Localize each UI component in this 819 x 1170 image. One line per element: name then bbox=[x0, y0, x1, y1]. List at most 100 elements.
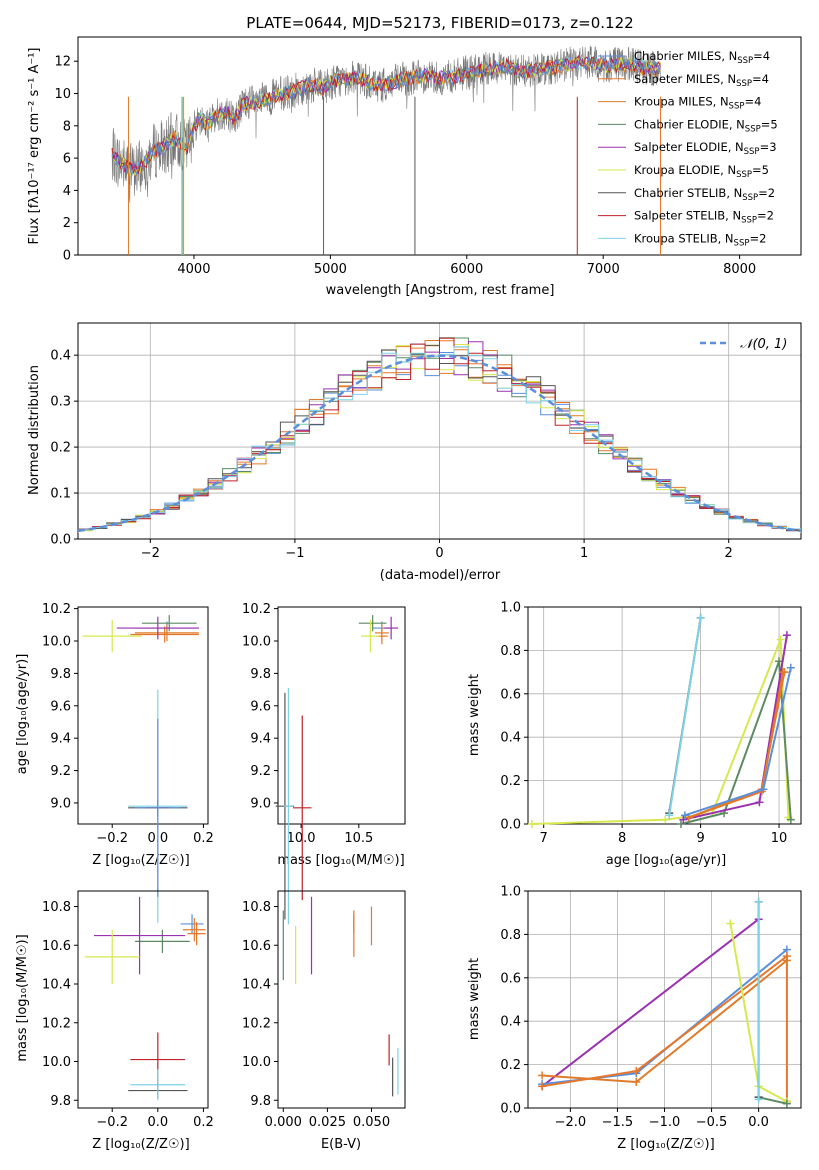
y-tick-label: 9.8 bbox=[250, 667, 271, 682]
x-tick-label: −2.0 bbox=[555, 1115, 587, 1130]
mass-z-xlabel: Z [log₁₀(Z/Z☉)] bbox=[92, 1137, 189, 1152]
axes-frame bbox=[77, 890, 209, 1109]
age-mass-panel: mass [log₁₀(M/M☉)] 10.0 10.5 9.0 9.2 9.4 9.6 9… bbox=[242, 602, 406, 925]
age-z-xlabel: Z [log₁₀(Z/Z☉)] bbox=[92, 853, 189, 868]
y-tick-label: 0.1 bbox=[50, 487, 71, 502]
spectrum-plot-area: 4000 5000 6000 7000 8000 0 2 4 6 8 10 12 bbox=[54, 36, 802, 277]
legend-label-sub: SSP bbox=[741, 216, 757, 226]
y-tick-label: 0.4 bbox=[500, 731, 521, 746]
y-tick-label: 0.2 bbox=[50, 441, 71, 456]
y-tick-label: 1.0 bbox=[500, 885, 521, 900]
legend-label-suffix: =3 bbox=[760, 140, 777, 154]
axes-frame bbox=[527, 606, 802, 825]
legend-label-suffix: =4 bbox=[744, 95, 761, 109]
y-tick-label: 0.6 bbox=[500, 687, 521, 702]
x-tick-label: 2 bbox=[725, 546, 733, 561]
spectrum-panel: PLATE=0644, MJD=52173, FIBERID=0173, z=0… bbox=[27, 14, 802, 298]
y-tick-label: 10.8 bbox=[42, 900, 71, 915]
axes-frame bbox=[77, 36, 802, 256]
y-tick-label: 0.2 bbox=[500, 774, 521, 789]
weight-age-ylabel: mass weight bbox=[467, 674, 482, 756]
weight-series-line bbox=[541, 918, 760, 1088]
spectrum-title: PLATE=0644, MJD=52173, FIBERID=0173, z=0… bbox=[246, 14, 633, 32]
x-tick-label: −2 bbox=[141, 546, 160, 561]
weight-age-plot-area: 7 8 9 10 0.0 0.2 0.4 0.6 0.8 1.0 bbox=[500, 601, 802, 846]
x-tick-label: −1.0 bbox=[649, 1115, 681, 1130]
mass-z-panel: Z [log₁₀(Z/Z☉)] mass [log₁₀(M/M☉)] −0.2 0… bbox=[15, 890, 214, 1152]
x-tick-label: 0.2 bbox=[193, 1115, 214, 1130]
legend-label: Kroupa MILES, NSSP=4 bbox=[634, 95, 761, 112]
x-tick-label: 0.0 bbox=[147, 1115, 168, 1130]
weight-series-line bbox=[758, 1096, 788, 1105]
y-tick-label: 9.0 bbox=[50, 796, 71, 811]
y-tick-label: 10.4 bbox=[242, 978, 271, 993]
legend-label-suffix: =5 bbox=[752, 163, 769, 177]
weight-z-panel: Z [log₁₀(Z/Z☉)] mass weight −2.0 −1.5 −1.0… bbox=[467, 885, 802, 1152]
x-tick-label: −0.5 bbox=[696, 1115, 728, 1130]
legend-label-sub: SSP bbox=[734, 238, 750, 248]
x-tick-label: 0.050 bbox=[353, 1115, 390, 1130]
histogram-panel: (data-model)/error Normed distribution −… bbox=[27, 322, 802, 583]
legend-label: Chabrier MILES, NSSP=4 bbox=[634, 49, 770, 66]
mass-z-plot-area: −0.2 0.0 0.2 9.8 10.0 10.2 10.4 10.6 10.8 bbox=[42, 890, 214, 1130]
mass-ebv-xlabel: E(B-V) bbox=[321, 1137, 361, 1152]
weight-z-ylabel: mass weight bbox=[467, 958, 482, 1040]
y-tick-label: 10.2 bbox=[42, 602, 71, 617]
legend-label-sub: SSP bbox=[729, 102, 745, 112]
y-tick-label: 9.8 bbox=[50, 667, 71, 682]
legend-label: Salpeter STELIB, NSSP=2 bbox=[634, 209, 774, 226]
histogram-plot-area: −2 −1 0 1 2 0.0 0.1 0.2 0.3 0.4 bbox=[50, 322, 802, 561]
x-tick-label: −1.5 bbox=[602, 1115, 634, 1130]
legend-label-sub: SSP bbox=[744, 147, 760, 157]
axes-frame bbox=[277, 606, 406, 825]
y-tick-label: 10.4 bbox=[42, 978, 71, 993]
axes-frame bbox=[277, 890, 406, 1109]
legend-label: Chabrier ELODIE, NSSP=5 bbox=[634, 117, 778, 134]
legend-label-main: Kroupa ELODIE, N bbox=[634, 163, 736, 177]
mass-z-ylabel: mass [log₁₀(M/M☉)] bbox=[15, 934, 30, 1061]
legend-label-main: Chabrier ELODIE, N bbox=[634, 117, 745, 131]
x-tick-label: 1 bbox=[580, 546, 588, 561]
spectrum-ylabel: Flux [fλ10⁻¹⁷ erg cm⁻² s⁻¹ A⁻¹] bbox=[27, 48, 42, 245]
histogram-ylabel: Normed distribution bbox=[27, 365, 42, 495]
legend-label-main: Chabrier MILES, N bbox=[634, 49, 737, 63]
axes-frame bbox=[77, 606, 209, 825]
y-tick-label: 10.8 bbox=[242, 900, 271, 915]
legend-label-sub: SSP bbox=[745, 124, 761, 134]
x-tick-label: 10.5 bbox=[344, 831, 373, 846]
y-tick-label: 6 bbox=[63, 152, 71, 167]
y-tick-label: 12 bbox=[54, 55, 71, 70]
y-tick-label: 9.4 bbox=[50, 732, 71, 747]
mass-ebv-panel: E(B-V) 0.000 0.025 0.050 9.8 10.0 10.2 10.4 10.… bbox=[242, 890, 406, 1152]
spectrum-model-line bbox=[111, 54, 661, 175]
y-tick-label: 10.0 bbox=[242, 1055, 271, 1070]
normal-legend: 𝒩(0, 1) bbox=[700, 337, 787, 352]
y-tick-label: 0.0 bbox=[500, 818, 521, 833]
x-tick-label: 10.0 bbox=[287, 831, 316, 846]
x-tick-label: −0.2 bbox=[96, 1115, 128, 1130]
y-tick-label: 1.0 bbox=[500, 601, 521, 616]
y-tick-label: 0.3 bbox=[50, 395, 71, 410]
y-tick-label: 10.2 bbox=[42, 1016, 71, 1031]
y-tick-label: 9.6 bbox=[50, 699, 71, 714]
histogram-xlabel: (data-model)/error bbox=[380, 568, 501, 583]
age-z-ylabel: age [log₁₀(age/yr)] bbox=[15, 654, 30, 775]
legend-label-suffix: =4 bbox=[752, 72, 769, 86]
weight-z-plot-area: −2.0 −1.5 −1.0 −0.5 0.0 0.0 0.2 0.4 0.6 0.8 1.0 bbox=[500, 885, 802, 1130]
legend-label: Chabrier STELIB, NSSP=2 bbox=[634, 186, 775, 203]
age-z-plot-area: −0.2 0.0 0.29.09.29.49.69.810.010.2 bbox=[42, 602, 214, 923]
x-tick-label: 0.025 bbox=[309, 1115, 346, 1130]
y-tick-label: 0.4 bbox=[500, 1015, 521, 1030]
legend-label: Kroupa STELIB, NSSP=2 bbox=[634, 231, 766, 248]
y-tick-label: 9.8 bbox=[50, 1094, 71, 1109]
legend-label-sub: SSP bbox=[736, 170, 752, 180]
x-tick-label: −0.2 bbox=[96, 831, 128, 846]
weight-series-line bbox=[680, 660, 792, 825]
y-tick-label: 10.2 bbox=[242, 1016, 271, 1031]
x-tick-label: 9 bbox=[696, 831, 704, 846]
x-tick-label: 10 bbox=[771, 831, 788, 846]
x-tick-label: 0.0 bbox=[748, 1115, 769, 1130]
x-tick-label: 0 bbox=[435, 546, 443, 561]
y-tick-label: 9.0 bbox=[250, 796, 271, 811]
y-tick-label: 0.0 bbox=[500, 1102, 521, 1117]
